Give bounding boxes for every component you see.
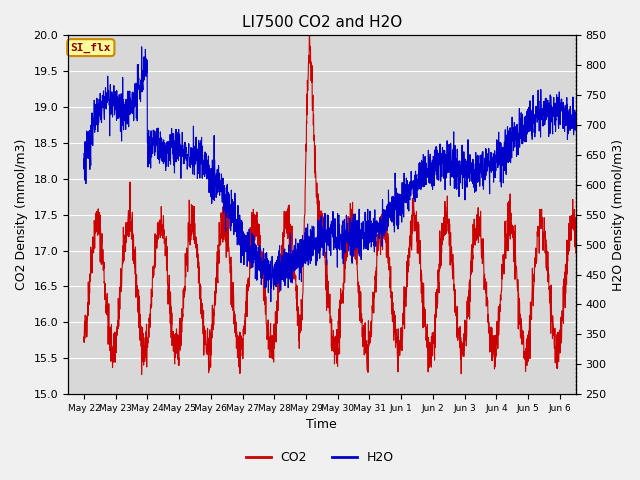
Text: SI_flx: SI_flx xyxy=(70,43,111,53)
Y-axis label: CO2 Density (mmol/m3): CO2 Density (mmol/m3) xyxy=(15,139,28,290)
Title: LI7500 CO2 and H2O: LI7500 CO2 and H2O xyxy=(242,15,402,30)
Legend: CO2, H2O: CO2, H2O xyxy=(241,446,399,469)
Y-axis label: H2O Density (mmol/m3): H2O Density (mmol/m3) xyxy=(612,139,625,291)
X-axis label: Time: Time xyxy=(307,419,337,432)
